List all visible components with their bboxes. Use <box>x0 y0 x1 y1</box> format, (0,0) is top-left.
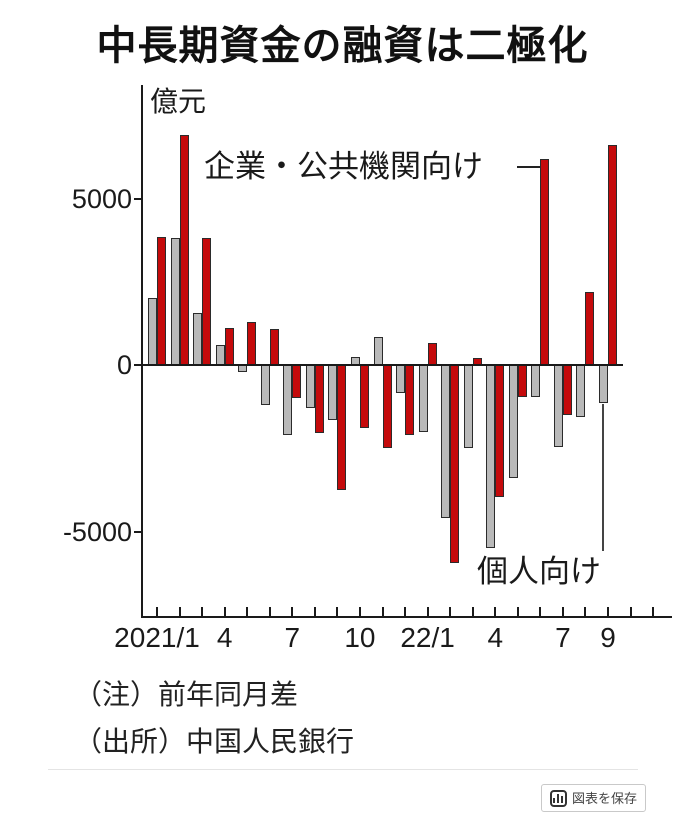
x-axis-tick <box>584 607 587 616</box>
bar-corporate-2021/5 <box>247 322 257 365</box>
bar-corporate-2021/10 <box>359 365 369 429</box>
x-axis-line <box>141 616 672 618</box>
y-axis-tick <box>134 197 142 200</box>
x-axis-tick <box>652 607 655 616</box>
bar-individual-22/1 <box>418 365 428 432</box>
corporate-connector-line <box>517 166 540 168</box>
bar-corporate-22/8 <box>585 291 595 365</box>
x-axis-tick <box>629 607 632 616</box>
x-axis-tick <box>223 607 226 616</box>
bar-corporate-2021/12 <box>405 365 415 435</box>
bar-individual-2021/9 <box>328 365 338 420</box>
bar-individual-22/7 <box>553 365 563 447</box>
bar-corporate-22/2 <box>450 365 460 564</box>
bar-individual-22/2 <box>441 365 451 519</box>
y-tick-label--5000: -5000 <box>62 516 132 547</box>
x-axis-tick <box>178 607 181 616</box>
series-label-individual: 個人向け <box>477 554 601 589</box>
bar-corporate-2021/1 <box>157 236 166 365</box>
bar-individual-2021/3 <box>193 313 203 365</box>
x-axis-tick <box>381 607 384 616</box>
y-axis-line <box>141 85 143 618</box>
bar-corporate-2021/4 <box>224 328 234 365</box>
bar-individual-22/5 <box>508 365 518 479</box>
x-tick-label-7: 7 <box>555 622 571 653</box>
x-tick-label-4: 4 <box>216 622 233 653</box>
bar-corporate-2021/3 <box>202 238 212 365</box>
series-label-corporate: 企業・公共機関向け <box>204 149 483 184</box>
bar-individual-22/3 <box>463 365 473 449</box>
x-axis-tick <box>313 607 316 616</box>
bar-chart-icon <box>549 789 567 807</box>
x-axis-tick <box>516 607 519 616</box>
bar-corporate-2021/7 <box>292 365 302 399</box>
x-axis-tick <box>156 607 158 616</box>
bar-corporate-2021/8 <box>314 365 324 434</box>
save-button-label: 図表を保存 <box>571 790 637 806</box>
save-chart-button[interactable]: 図表を保存 <box>541 784 646 812</box>
bar-individual-22/8 <box>576 365 586 417</box>
x-axis-tick <box>426 607 429 616</box>
bar-individual-2021/7 <box>283 365 293 435</box>
bar-individual-2021/8 <box>305 365 315 409</box>
bar-corporate-22/1 <box>427 343 437 365</box>
bar-individual-22/9 <box>599 365 608 404</box>
x-axis-tick <box>494 607 497 616</box>
y-axis-tick <box>134 364 142 366</box>
bar-corporate-22/9 <box>608 145 617 365</box>
bar-individual-2021/4 <box>215 345 225 365</box>
x-axis-tick <box>358 607 361 616</box>
x-axis-tick <box>201 607 204 616</box>
x-axis-tick <box>449 607 452 616</box>
bar-corporate-2021/11 <box>382 365 392 449</box>
note-definition: （注）前年同月差 <box>74 679 299 710</box>
x-axis-tick <box>561 607 564 616</box>
note-source: （出所）中国人民銀行 <box>74 726 355 757</box>
bar-corporate-22/5 <box>517 365 527 397</box>
bar-individual-2021/1 <box>148 298 157 365</box>
separator-line <box>48 769 638 770</box>
x-tick-label-22/1: 22/1 <box>400 622 455 653</box>
x-tick-label-10: 10 <box>344 622 376 653</box>
x-axis-tick <box>607 607 609 616</box>
x-axis-tick <box>246 607 249 616</box>
y-axis-tick <box>134 530 142 533</box>
bar-individual-22/6 <box>531 365 541 397</box>
y-tick-label-0: 0 <box>116 350 132 380</box>
chart-title: 中長期資金の融資は二極化 <box>96 24 589 68</box>
bar-individual-2021/2 <box>170 238 180 365</box>
bar-corporate-2021/6 <box>269 329 279 365</box>
x-axis-tick <box>268 607 271 616</box>
x-tick-label-2021/1: 2021/1 <box>114 622 200 653</box>
x-axis-tick <box>404 607 407 616</box>
bar-corporate-2021/9 <box>337 365 347 490</box>
x-axis-tick <box>539 607 542 616</box>
bar-individual-22/4 <box>486 365 496 549</box>
zero-baseline <box>141 364 623 366</box>
x-axis-tick <box>291 607 294 616</box>
bar-corporate-2021/2 <box>179 135 189 365</box>
individual-connector-line <box>602 404 604 551</box>
bar-individual-2021/11 <box>373 336 383 365</box>
x-tick-label-4: 4 <box>487 622 504 653</box>
bar-individual-2021/12 <box>396 365 406 393</box>
y-axis-unit-label: 億元 <box>150 86 207 117</box>
bar-individual-2021/6 <box>260 365 270 405</box>
bar-corporate-22/7 <box>562 365 572 415</box>
x-tick-label-7: 7 <box>284 622 301 653</box>
x-tick-label-9: 9 <box>600 622 616 653</box>
y-tick-label-5000: 5000 <box>71 183 132 214</box>
bar-corporate-22/4 <box>495 365 505 497</box>
x-axis-tick <box>336 607 339 616</box>
x-axis-tick <box>471 607 474 616</box>
bar-corporate-22/6 <box>540 158 550 365</box>
